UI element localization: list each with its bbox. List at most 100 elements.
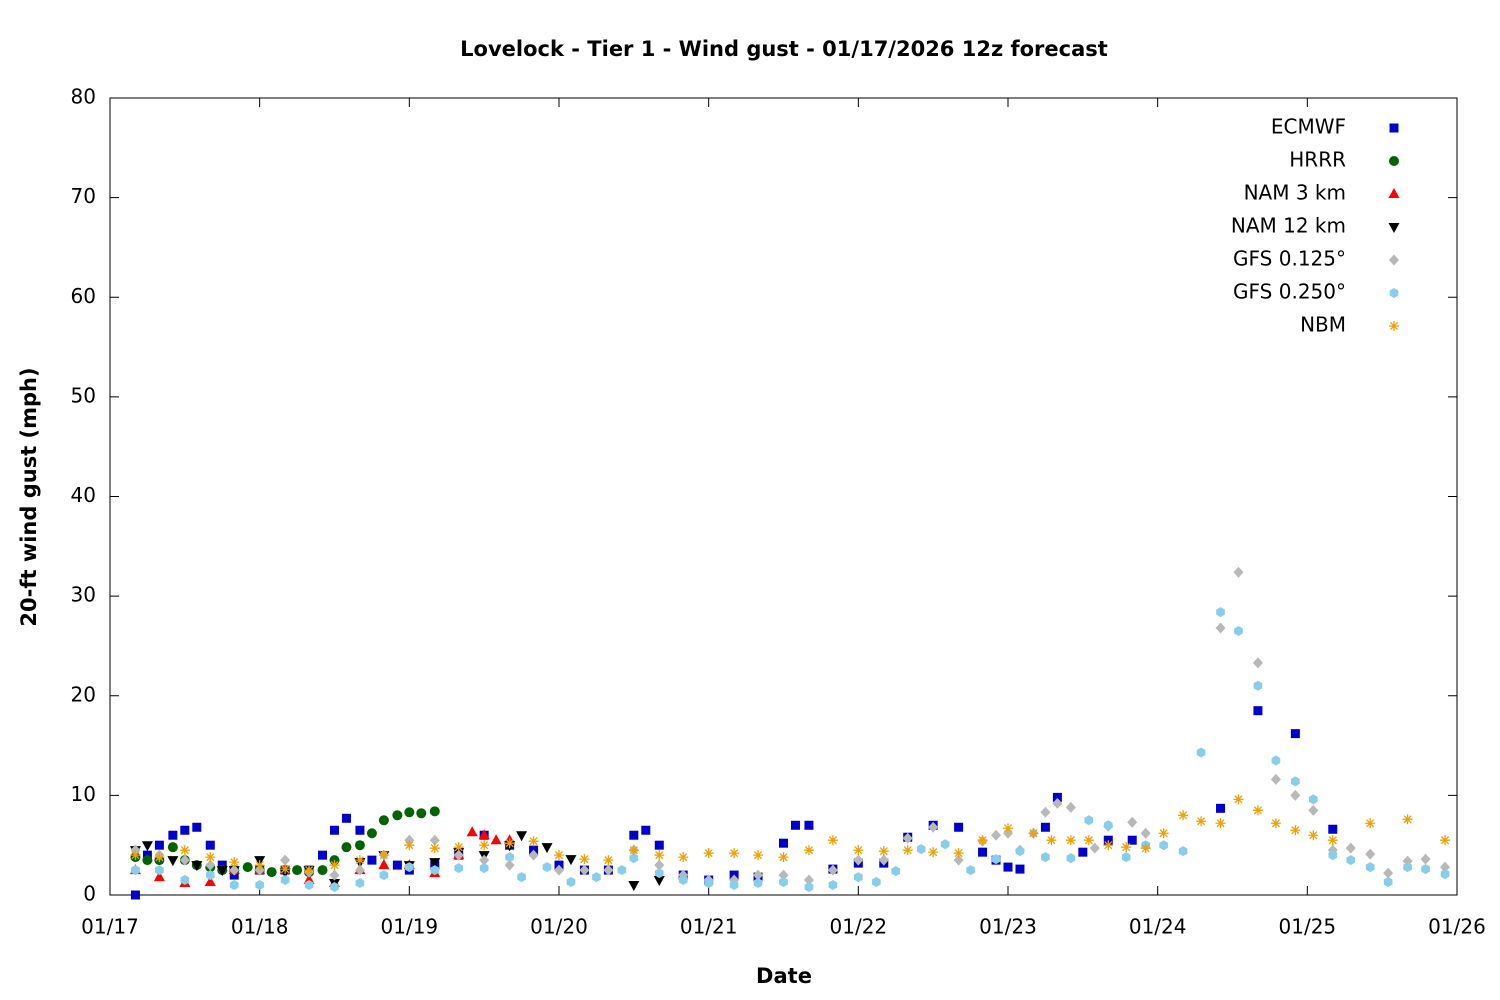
point	[130, 850, 141, 861]
point	[517, 872, 526, 883]
point	[1103, 840, 1114, 851]
point	[205, 859, 216, 871]
point	[330, 882, 339, 893]
x-tick-label: 01/26	[1428, 915, 1486, 939]
point	[378, 859, 390, 870]
point	[629, 853, 639, 864]
point	[1040, 806, 1051, 818]
point	[804, 820, 814, 830]
x-tick-label: 01/25	[1279, 915, 1337, 939]
legend-marker	[1388, 223, 1400, 233]
point	[130, 890, 140, 900]
point	[654, 859, 665, 871]
point	[871, 877, 881, 888]
point	[354, 864, 365, 876]
point	[1270, 818, 1281, 829]
point	[429, 834, 440, 846]
point	[1052, 792, 1062, 802]
point	[1065, 801, 1076, 813]
point	[1365, 862, 1375, 873]
point	[991, 854, 1001, 865]
point	[478, 829, 490, 840]
point	[1178, 846, 1188, 857]
point	[828, 880, 838, 891]
point	[579, 864, 590, 876]
point	[1078, 847, 1088, 857]
point	[191, 861, 203, 872]
point	[1290, 789, 1301, 801]
point	[490, 834, 502, 845]
point	[1121, 842, 1132, 853]
point	[405, 862, 414, 873]
point	[928, 821, 939, 833]
y-tick-label: 50	[71, 383, 96, 407]
point	[154, 852, 165, 863]
legend-label: NAM 3 km	[1244, 181, 1346, 205]
point	[367, 855, 377, 865]
point	[991, 829, 1002, 841]
point	[204, 876, 216, 887]
y-tick-label: 20	[71, 682, 96, 706]
point	[704, 878, 713, 889]
point	[1403, 862, 1412, 873]
point	[479, 854, 490, 866]
point	[453, 849, 464, 861]
point	[1346, 855, 1356, 866]
point	[902, 845, 913, 856]
point	[1383, 867, 1394, 879]
point	[916, 844, 926, 855]
point	[355, 878, 365, 889]
point	[703, 848, 714, 859]
point	[592, 872, 601, 883]
point	[1308, 794, 1318, 805]
point	[1270, 773, 1281, 785]
point	[1233, 566, 1244, 578]
point	[429, 843, 440, 854]
point	[304, 865, 315, 876]
point	[565, 855, 577, 866]
point	[153, 871, 165, 882]
point	[1365, 818, 1376, 829]
point	[978, 847, 988, 857]
point	[1291, 776, 1300, 787]
y-tick-label: 30	[71, 583, 96, 607]
point	[416, 808, 427, 819]
point	[729, 848, 740, 859]
point	[216, 866, 228, 877]
point	[179, 854, 190, 866]
point	[280, 864, 291, 875]
point	[1290, 729, 1300, 739]
point	[329, 869, 340, 881]
point	[1103, 820, 1113, 831]
point	[141, 841, 153, 852]
y-tick-label: 60	[71, 284, 96, 308]
point	[1440, 835, 1451, 846]
point	[1440, 869, 1450, 880]
point	[579, 854, 590, 865]
point	[654, 840, 664, 850]
point	[853, 845, 864, 856]
point	[617, 865, 627, 876]
point	[229, 880, 239, 891]
point	[1328, 824, 1338, 834]
legend-marker	[1389, 321, 1399, 331]
point	[827, 835, 838, 846]
point	[205, 870, 215, 881]
x-tick-label: 01/20	[530, 915, 588, 939]
point	[378, 850, 389, 861]
point	[1365, 848, 1376, 860]
point	[853, 854, 864, 866]
point	[1003, 823, 1013, 834]
point	[1065, 835, 1076, 846]
point	[179, 845, 190, 856]
point	[242, 862, 253, 873]
point	[504, 838, 515, 849]
point	[505, 852, 514, 863]
point	[779, 877, 788, 888]
point	[205, 852, 216, 863]
point	[628, 845, 639, 856]
point	[254, 860, 265, 871]
point	[1028, 828, 1039, 839]
point	[280, 875, 290, 886]
